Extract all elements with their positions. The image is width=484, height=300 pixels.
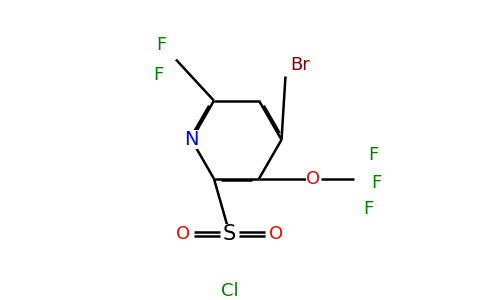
Text: Br: Br xyxy=(290,56,310,74)
Text: S: S xyxy=(223,224,236,244)
Text: F: F xyxy=(368,146,378,164)
Text: Cl: Cl xyxy=(221,282,239,300)
Text: F: F xyxy=(363,200,373,218)
Text: F: F xyxy=(153,66,164,84)
Text: O: O xyxy=(306,170,320,188)
Text: O: O xyxy=(176,225,190,243)
Text: F: F xyxy=(157,36,167,54)
Text: O: O xyxy=(269,225,284,243)
Text: N: N xyxy=(184,130,198,149)
Text: F: F xyxy=(371,174,381,192)
